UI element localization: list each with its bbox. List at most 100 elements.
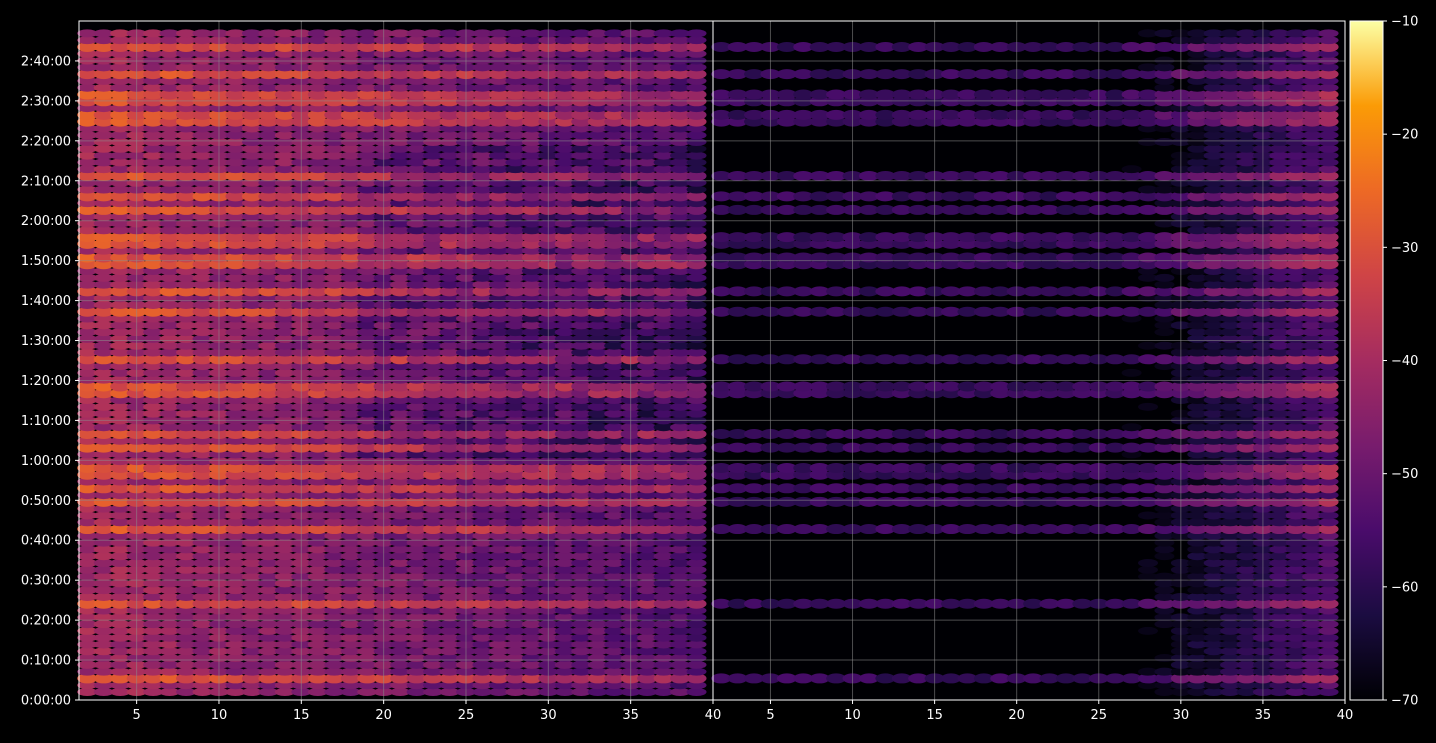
heatmap-cell [192,491,213,500]
heatmap-cell [637,524,658,535]
heatmap-cell [1138,232,1159,243]
heatmap-cell [653,199,674,208]
heatmap-cell [587,626,608,635]
heatmap-cell [505,511,526,520]
heatmap-cell [472,545,493,554]
heatmap-cell [488,518,509,527]
heatmap-cell [587,450,608,459]
heatmap-cell [241,681,262,690]
heatmap-cell [505,368,526,377]
heatmap-cell [241,232,262,243]
heatmap-cell [110,667,131,676]
heatmap-cell [858,673,879,684]
heatmap-cell [1220,688,1241,697]
heatmap-cell [77,362,98,371]
heatmap-cell [587,89,608,100]
heatmap-cell [554,559,575,568]
heatmap-cell [192,170,213,181]
heatmap-cell [1220,626,1241,635]
heatmap-cell [176,368,197,377]
heatmap-cell [1187,633,1208,642]
heatmap-cell [324,572,345,581]
heatmap-cell [439,545,460,554]
heatmap-cell [439,396,460,405]
heatmap-cell [176,559,197,568]
heatmap-cell [670,606,691,615]
heatmap-cell [225,286,246,297]
heatmap-cell [711,442,732,453]
heatmap-cell [93,428,114,439]
heatmap-cell [390,76,411,85]
heatmap-cell [1203,314,1224,323]
heatmap-cell [1269,559,1290,568]
heatmap-cell [1269,423,1290,432]
heatmap-cell [957,462,978,473]
heatmap-cell [670,483,691,494]
heatmap-cell [472,63,493,72]
heatmap-cell [670,124,691,133]
heatmap-cell [604,170,625,181]
heatmap-cell [587,531,608,540]
heatmap-cell [1187,647,1208,656]
heatmap-cell [727,252,748,263]
heatmap-cell [110,232,131,243]
heatmap-cell [93,170,114,181]
heatmap-cell [604,185,625,194]
heatmap-cell [744,252,765,263]
heatmap-cell [670,640,691,649]
heatmap-cell [110,341,131,350]
heatmap-cell [711,598,732,609]
heatmap-cell [390,518,411,527]
heatmap-cell [406,483,427,494]
heatmap-cell [274,204,295,215]
heatmap-cell [192,69,213,80]
heatmap-cell [1302,300,1323,309]
heatmap-cell [488,232,509,243]
heatmap-cell [340,511,361,520]
heatmap-cell [653,491,674,500]
heatmap-cell [554,158,575,167]
heatmap-cell [1039,204,1060,215]
heatmap-cell [143,321,164,330]
heatmap-cell [1220,496,1241,507]
heatmap-cell [1203,273,1224,282]
heatmap-cell [274,586,295,595]
heatmap-cell [274,49,295,58]
heatmap-cell [604,36,625,45]
heatmap-cell [324,280,345,289]
heatmap-cell [307,273,328,282]
heatmap-cell [340,375,361,384]
heatmap-cell [637,483,658,494]
heatmap-cell [1318,246,1339,255]
heatmap-cell [406,144,427,153]
heatmap-cell [324,69,345,80]
heatmap-cell [472,592,493,601]
heatmap-cell [472,531,493,540]
heatmap-cell [521,232,542,243]
heatmap-cell [225,204,246,215]
heatmap-cell [941,673,962,684]
heatmap-cell [554,273,575,282]
heatmap-cell [225,165,246,174]
heatmap-cell [1203,341,1224,350]
heatmap-cell [110,504,131,513]
heatmap-cell [571,131,592,140]
heatmap-cell [908,354,929,365]
heatmap-cell [176,138,197,147]
heatmap-cell [472,306,493,317]
heatmap-cell [241,565,262,574]
heatmap-cell [1138,572,1159,581]
heatmap-cell [809,442,830,453]
heatmap-cell [571,586,592,595]
heatmap-cell [159,158,180,167]
heatmap-cell [357,131,378,140]
heatmap-cell [176,131,197,140]
heatmap-cell [1154,483,1175,494]
heatmap-cell [670,613,691,622]
heatmap-cell [941,286,962,297]
heatmap-cell [258,496,279,507]
heatmap-cell [77,165,98,174]
heatmap-cell [324,647,345,656]
heatmap-cell [637,381,658,392]
heatmap-cell [571,226,592,235]
